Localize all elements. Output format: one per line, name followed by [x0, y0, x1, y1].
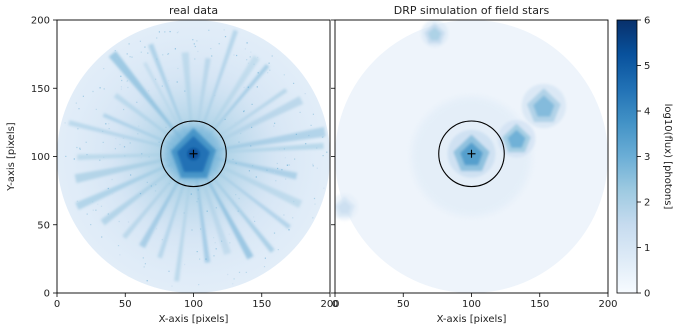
- colorbar-tick-label: 0: [644, 289, 650, 300]
- x-axis-ticks: 0 50 100 150 200: [54, 293, 340, 310]
- source-marker: [189, 149, 198, 158]
- aperture-circle: [438, 120, 505, 188]
- spike: [100, 153, 194, 226]
- source-marker: [467, 149, 476, 158]
- spike: [193, 153, 291, 230]
- colorbar-tick-label: 3: [644, 152, 650, 163]
- colorbar-tick-label: 6: [644, 16, 650, 27]
- spike: [122, 153, 194, 240]
- y-tick-label: 50: [37, 220, 50, 231]
- y-tick-label: 150: [31, 84, 50, 95]
- y-tick-label: 200: [31, 16, 50, 27]
- panel-real-data: real data 0 50 100 150 200 0 50 100 150 200 X-ax…: [6, 4, 340, 325]
- colorbar-tick-label: 2: [644, 198, 650, 209]
- colorbar-tick-label: 4: [644, 107, 650, 118]
- field-star: [497, 119, 536, 158]
- panel-title-real-data: real data: [169, 4, 218, 17]
- spike: [193, 153, 254, 260]
- colorbar-ticks: 0 1 2 3 4 5 6: [637, 16, 650, 300]
- aperture-circle: [160, 120, 227, 188]
- spike: [193, 88, 288, 154]
- spike: [193, 153, 275, 253]
- spike: [148, 43, 194, 154]
- x-tick-label: 200: [598, 299, 617, 310]
- colorbar: 0 1 2 3 4 5 6 log10(flux) [photons]: [616, 16, 673, 300]
- colorbar-label: log10(flux) [photons]: [662, 104, 673, 210]
- y-tick-label: 100: [31, 152, 50, 163]
- x-axis-label: X-axis [pixels]: [159, 314, 229, 325]
- x-tick-label: 100: [462, 299, 481, 310]
- x-tick-label: 100: [184, 299, 203, 310]
- field-star: [420, 20, 449, 48]
- x-axis-label: X-axis [pixels]: [437, 314, 507, 325]
- x-tick-label: 0: [332, 299, 338, 310]
- x-tick-label: 200: [320, 299, 339, 310]
- y-axis-ticks: 0 50 100 150 200: [31, 16, 57, 300]
- spike: [193, 63, 270, 154]
- x-tick-label: 50: [397, 299, 410, 310]
- spike: [193, 153, 303, 208]
- x-tick-label: 0: [54, 299, 60, 310]
- x-tick-label: 150: [530, 299, 549, 310]
- y-axis-label: Y-axis [pixels]: [6, 122, 17, 192]
- field-star: [335, 193, 359, 221]
- colorbar-gradient: [616, 19, 638, 294]
- spike: [77, 153, 194, 161]
- panel-simulation: DRP simulation of field stars 0 50 100 150 2…: [331, 4, 618, 325]
- x-tick-label: 50: [119, 299, 132, 310]
- y-axis-ticks: [331, 19, 335, 294]
- spike: [193, 55, 260, 154]
- spike: [74, 153, 194, 184]
- x-tick-label: 150: [252, 299, 271, 310]
- field-star: [521, 83, 567, 129]
- y-tick-label: 0: [44, 289, 50, 300]
- spike: [193, 126, 326, 154]
- colorbar-tick-label: 5: [644, 61, 650, 72]
- panel-title-simulation: DRP simulation of field stars: [394, 4, 550, 17]
- spike: [193, 96, 304, 154]
- x-axis-ticks: 0 50 100 150 200: [332, 293, 618, 310]
- spike: [108, 50, 194, 154]
- colorbar-tick-label: 1: [644, 243, 650, 254]
